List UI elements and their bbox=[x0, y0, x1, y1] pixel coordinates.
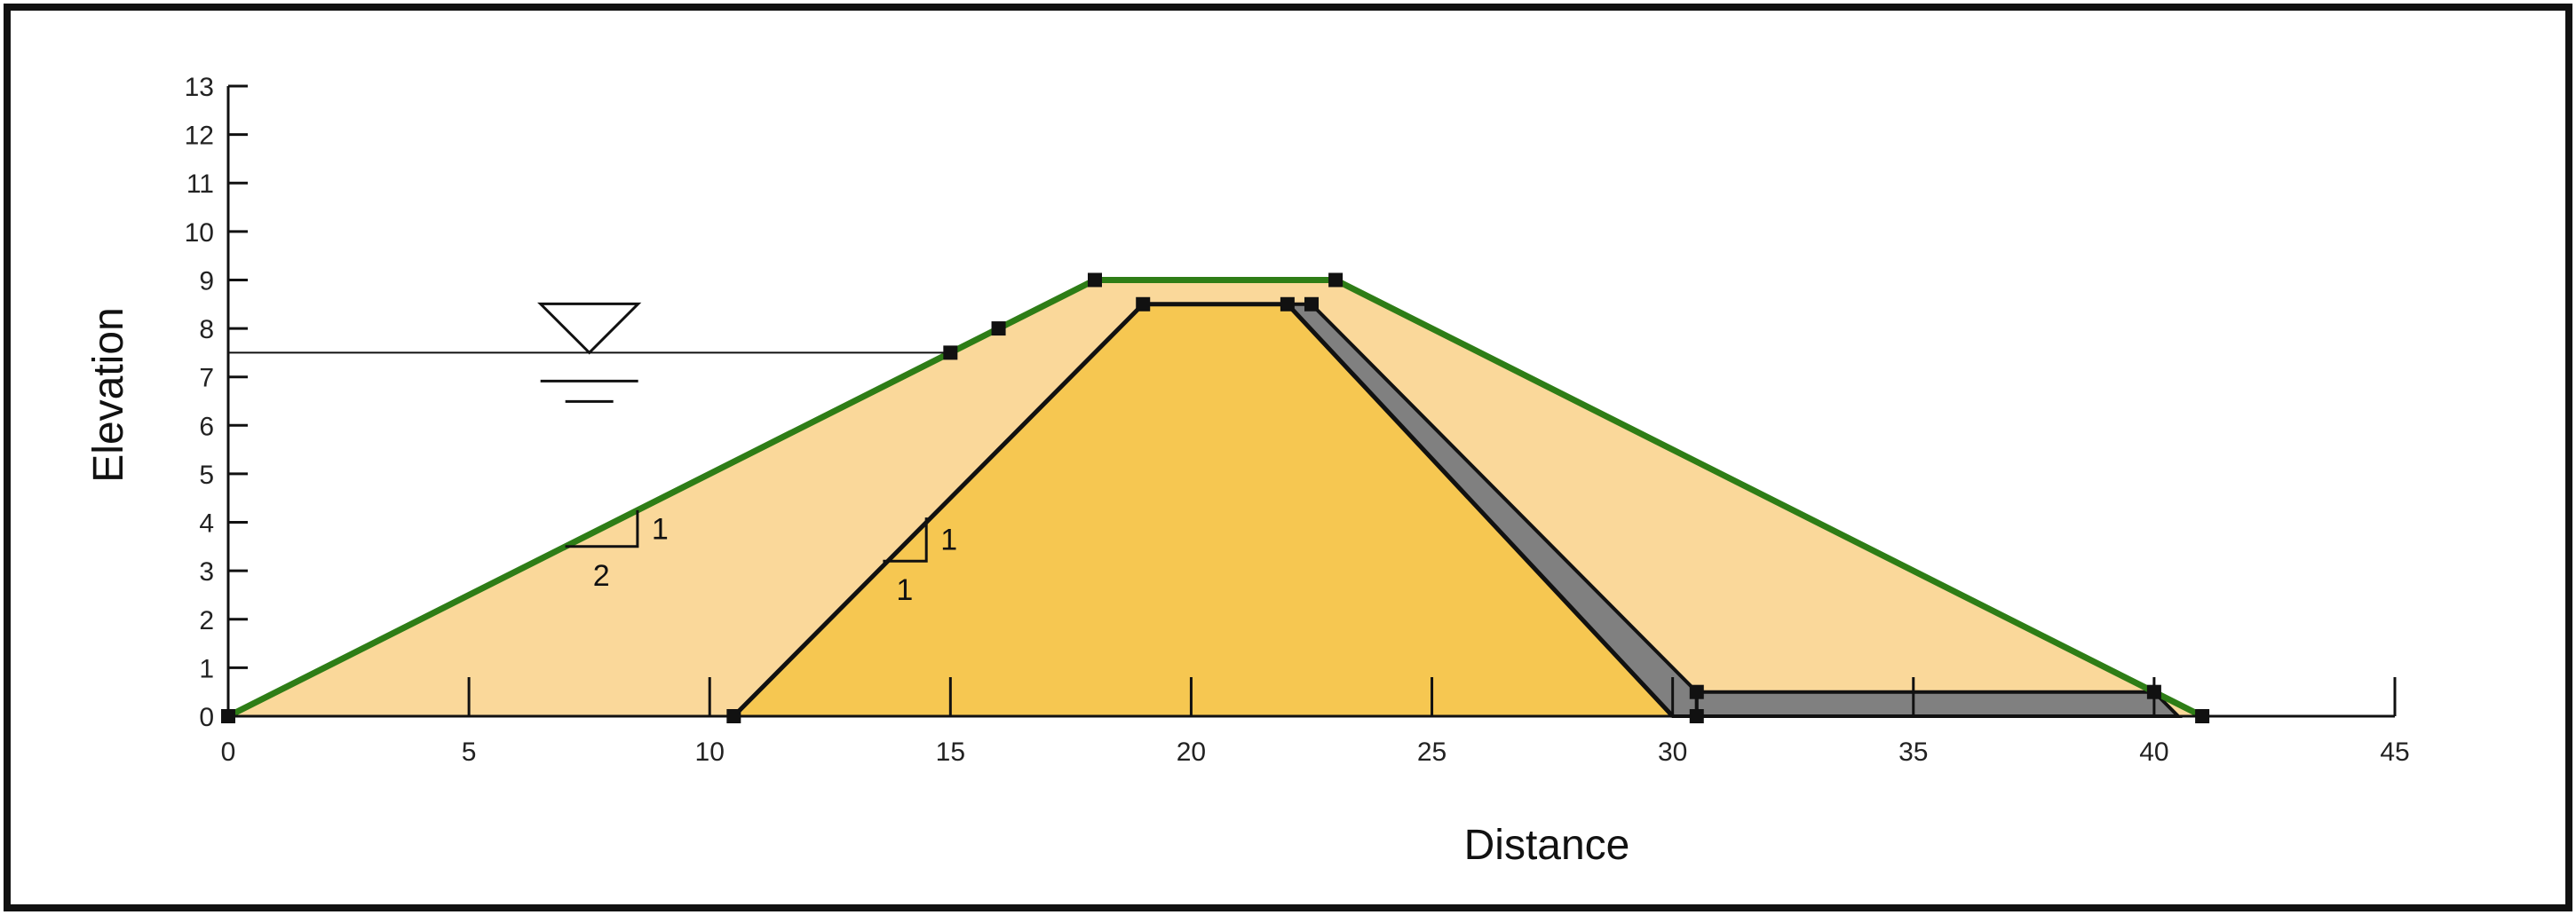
node-marker bbox=[1304, 296, 1319, 312]
slope-mark-core: 11 bbox=[883, 517, 957, 607]
shell-outline bbox=[226, 277, 2204, 720]
y-tick-label: 6 bbox=[199, 412, 214, 441]
x-tick-label: 10 bbox=[695, 738, 725, 767]
water-level-symbol bbox=[537, 302, 642, 403]
water-level-triangle bbox=[537, 302, 642, 355]
node-marker bbox=[1328, 272, 1343, 288]
node-marker bbox=[221, 709, 235, 723]
node-marker bbox=[1689, 684, 1704, 699]
node-marker bbox=[1088, 272, 1102, 288]
x-tick-label: 30 bbox=[1658, 738, 1687, 767]
y-tick-label: 7 bbox=[199, 364, 214, 393]
y-tick-label: 5 bbox=[199, 461, 214, 490]
x-tick-label: 5 bbox=[462, 738, 477, 767]
y-tick-label: 8 bbox=[199, 315, 214, 344]
y-tick-label: 4 bbox=[199, 509, 214, 539]
y-tick-label: 3 bbox=[199, 557, 214, 587]
node-marker bbox=[1136, 296, 1151, 312]
y-tick-label: 12 bbox=[185, 122, 214, 151]
x-tick-label: 25 bbox=[1417, 738, 1447, 767]
x-tick-label: 35 bbox=[1898, 738, 1928, 767]
x-tick-label: 45 bbox=[2380, 738, 2409, 767]
slope-triangle bbox=[565, 509, 639, 548]
x-axis-title: Distance bbox=[1464, 822, 1630, 869]
node-marker bbox=[1689, 709, 1704, 723]
y-tick-label: 1 bbox=[199, 654, 214, 683]
y-axis-title: Elevation bbox=[85, 307, 132, 482]
filter-blanket-region bbox=[1694, 690, 2183, 718]
slope-run-label: 1 bbox=[896, 573, 913, 607]
x-axis: 0 5 10 15 20 25 30 35 40 45 bbox=[221, 677, 2410, 767]
x-tick-label: 0 bbox=[221, 738, 236, 767]
y-tick-label: 2 bbox=[199, 606, 214, 635]
node-marker bbox=[1280, 296, 1295, 312]
y-tick-label: 0 bbox=[199, 703, 214, 732]
y-tick-label: 9 bbox=[199, 266, 214, 296]
x-tick-label: 20 bbox=[1177, 738, 1206, 767]
node-marker bbox=[726, 709, 741, 723]
core-region bbox=[733, 304, 1673, 716]
node-marker bbox=[2146, 684, 2161, 699]
x-tick-label: 15 bbox=[936, 738, 965, 767]
node-marker bbox=[991, 321, 1006, 336]
slope-triangle bbox=[883, 517, 928, 563]
y-tick-label: 10 bbox=[185, 218, 214, 248]
y-tick-label: 13 bbox=[185, 73, 214, 102]
x-tick-label: 40 bbox=[2139, 738, 2168, 767]
y-tick-label: 11 bbox=[186, 170, 214, 199]
slope-rise-label: 1 bbox=[940, 524, 957, 557]
core-outline bbox=[732, 302, 1675, 718]
slope-mark-upstream-shell: 12 bbox=[565, 509, 669, 593]
node-marker bbox=[943, 345, 958, 360]
node-markers bbox=[221, 272, 2210, 723]
node-marker bbox=[2195, 709, 2210, 723]
slope-rise-label: 1 bbox=[652, 512, 669, 546]
slope-run-label: 2 bbox=[593, 559, 610, 593]
